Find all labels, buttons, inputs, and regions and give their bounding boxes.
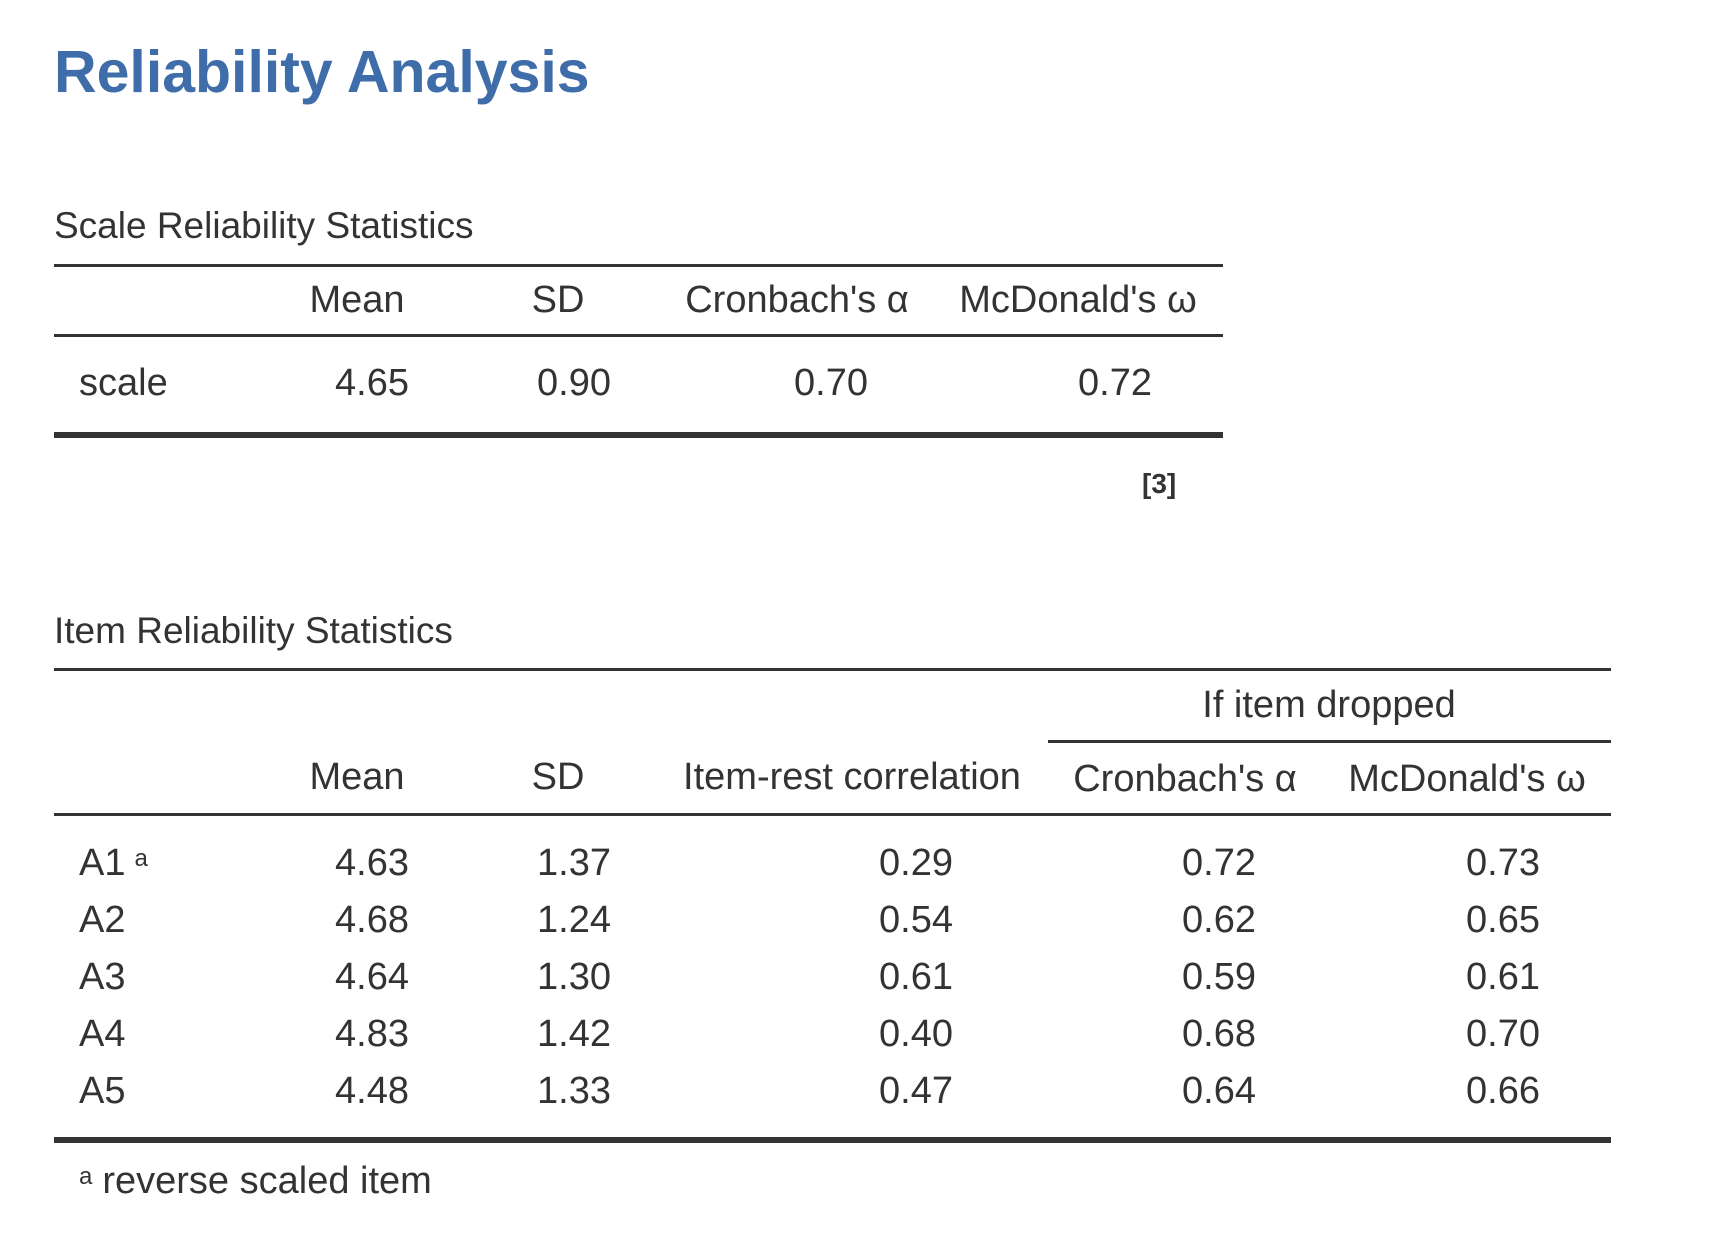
- item-table-bottom-rule: [54, 1137, 1611, 1143]
- item-row-item-rest-correlation: 0.40: [879, 1013, 953, 1055]
- item-row-sd: 1.30: [537, 956, 611, 998]
- item-row-item-rest-correlation: 0.61: [879, 956, 953, 998]
- item-group-header-rule: [1048, 740, 1611, 743]
- item-row-mean: 4.48: [335, 1070, 409, 1112]
- item-header-sd: SD: [531, 756, 585, 798]
- item-row-mean: 4.83: [335, 1013, 409, 1055]
- item-row-alpha-if-dropped: 0.72: [1182, 842, 1256, 884]
- item-header-mean: Mean: [309, 756, 405, 798]
- item-row-label: A4: [79, 1013, 126, 1055]
- item-row-alpha-if-dropped: 0.62: [1182, 899, 1256, 941]
- item-row-omega-if-dropped: 0.65: [1466, 899, 1540, 941]
- scale-row-sd: 0.90: [537, 362, 611, 404]
- item-row-label: A5: [79, 1070, 126, 1112]
- item-row-alpha-if-dropped: 0.59: [1182, 956, 1256, 998]
- item-row-omega-if-dropped: 0.66: [1466, 1070, 1540, 1112]
- item-row-omega-if-dropped: 0.61: [1466, 956, 1540, 998]
- item-row-item-rest-correlation: 0.54: [879, 899, 953, 941]
- scale-table-top-rule: [54, 264, 1223, 267]
- item-row-sd: 1.42: [537, 1013, 611, 1055]
- reverse-scaled-note-marker: a: [134, 845, 148, 872]
- item-group-header-if-dropped: If item dropped: [1202, 684, 1456, 726]
- item-row-omega-if-dropped: 0.73: [1466, 842, 1540, 884]
- item-header-cronbach-alpha: Cronbach's α: [1073, 758, 1297, 800]
- item-row-omega-if-dropped: 0.70: [1466, 1013, 1540, 1055]
- item-row-mean: 4.64: [335, 956, 409, 998]
- scale-header-cronbach-alpha: Cronbach's α: [685, 279, 909, 321]
- item-header-item-rest-correlation: Item-rest correlation: [683, 756, 1021, 798]
- item-row-label: A2: [79, 899, 126, 941]
- item-row-mean: 4.68: [335, 899, 409, 941]
- scale-table-caption: Scale Reliability Statistics: [54, 205, 474, 246]
- item-row-alpha-if-dropped: 0.68: [1182, 1013, 1256, 1055]
- reference-marker: [3]: [1142, 468, 1177, 499]
- item-row-mean: 4.63: [335, 842, 409, 884]
- scale-row-omega: 0.72: [1078, 362, 1152, 404]
- item-row-label: A1 a: [79, 840, 148, 886]
- table-footnote: a reverse scaled item: [79, 1158, 432, 1204]
- item-row-item-rest-correlation: 0.29: [879, 842, 953, 884]
- scale-table-header-rule: [54, 334, 1223, 337]
- scale-header-sd: SD: [531, 279, 585, 321]
- item-header-mcdonald-omega: McDonald's ω: [1348, 758, 1586, 800]
- scale-row-label: scale: [79, 362, 168, 404]
- item-row-sd: 1.24: [537, 899, 611, 941]
- scale-row-alpha: 0.70: [794, 362, 868, 404]
- page-title: Reliability Analysis: [54, 39, 590, 105]
- item-row-sd: 1.33: [537, 1070, 611, 1112]
- item-row-sd: 1.37: [537, 842, 611, 884]
- scale-row-mean: 4.65: [335, 362, 409, 404]
- item-table-caption: Item Reliability Statistics: [54, 610, 453, 651]
- item-table-header-rule: [54, 813, 1611, 816]
- item-row-label: A3: [79, 956, 126, 998]
- item-row-item-rest-correlation: 0.47: [879, 1070, 953, 1112]
- scale-header-mean: Mean: [309, 279, 405, 321]
- item-row-label-text: A1: [79, 842, 126, 884]
- footnote-marker: a: [79, 1163, 93, 1190]
- item-table-top-rule: [54, 668, 1611, 671]
- footnote-text: reverse scaled item: [102, 1160, 432, 1202]
- item-row-alpha-if-dropped: 0.64: [1182, 1070, 1256, 1112]
- scale-table-bottom-rule: [54, 432, 1223, 438]
- scale-header-mcdonald-omega: McDonald's ω: [959, 279, 1197, 321]
